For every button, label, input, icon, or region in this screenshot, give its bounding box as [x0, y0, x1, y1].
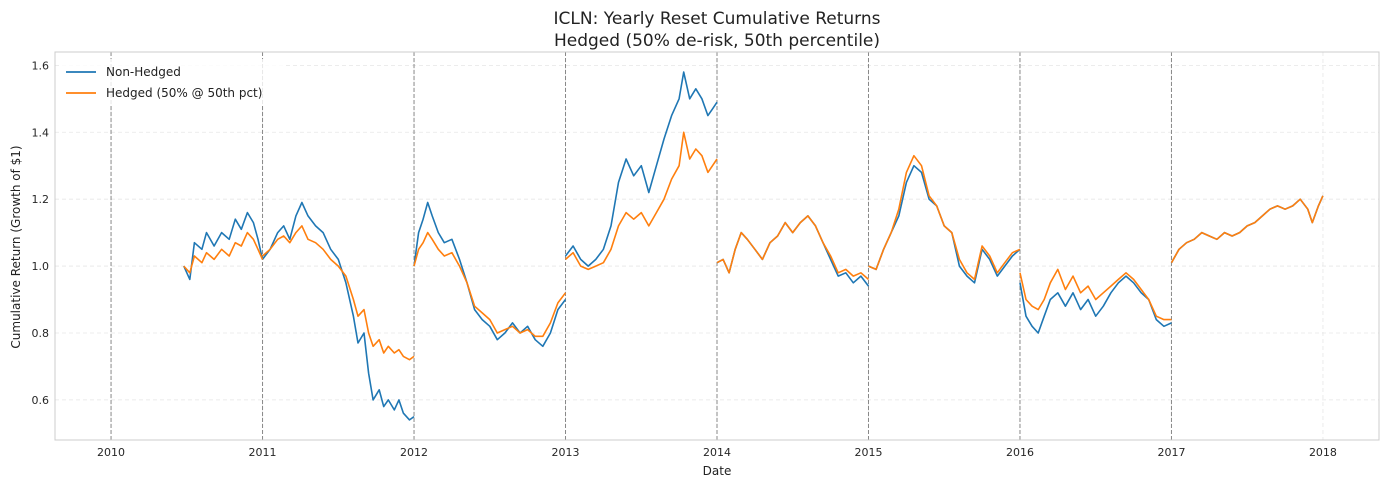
- x-axis-label: Date: [703, 464, 732, 478]
- hedged-series-line: [413, 231, 567, 338]
- x-tick-label: 2014: [703, 446, 731, 459]
- x-tick-label: 2013: [552, 446, 580, 459]
- y-tick-label: 0.8: [32, 327, 50, 340]
- legend-label-hedged: Hedged (50% @ 50th pct): [106, 86, 262, 100]
- hedged-series-line: [183, 231, 264, 274]
- x-tick-label: 2015: [854, 446, 882, 459]
- hedged-series-line: [261, 225, 415, 361]
- plot-frame: [54, 51, 1380, 441]
- hedged-series-line: [868, 154, 1021, 281]
- y-tick-label: 1.4: [32, 126, 50, 139]
- hedged-series-line: [1019, 268, 1172, 321]
- y-axis-label: Cumulative Return (Growth of $1): [9, 145, 23, 348]
- chart-subtitle: Hedged (50% de-risk, 50th percentile): [554, 31, 880, 51]
- plot-area: 2010 2011 2012 2013 2014 2015 2016 2017 2018 0.6 0…: [32, 51, 1380, 459]
- x-tick-label: 2017: [1157, 446, 1185, 459]
- non-hedged-series-line: [183, 211, 264, 281]
- y-tick-label: 1.2: [32, 193, 50, 206]
- hedged-series-line: [716, 215, 870, 281]
- non-hedged-series-line: [413, 201, 567, 348]
- legend-label-non-hedged: Non-Hedged: [106, 65, 181, 79]
- y-tick-label: 0.6: [32, 394, 50, 407]
- chart-title: ICLN: Yearly Reset Cumulative Returns: [554, 9, 881, 29]
- non-hedged-series-line: [1019, 275, 1172, 334]
- y-tick-label: 1.0: [32, 260, 50, 273]
- legend-frame: [62, 59, 284, 105]
- x-tick-label: 2016: [1006, 446, 1034, 459]
- x-tick-label: 2011: [249, 446, 277, 459]
- hedged-series-line: [1170, 195, 1324, 264]
- legend: Non-Hedged Hedged (50% @ 50th pct): [62, 59, 284, 105]
- x-tick-label: 2010: [97, 446, 125, 459]
- non-hedged-series-line: [261, 201, 415, 421]
- non-hedged-series-line: [564, 71, 718, 267]
- hedged-series-line: [564, 131, 718, 271]
- x-tick-label: 2018: [1309, 446, 1337, 459]
- y-tick-label: 1.6: [32, 59, 50, 72]
- x-tick-label: 2012: [400, 446, 428, 459]
